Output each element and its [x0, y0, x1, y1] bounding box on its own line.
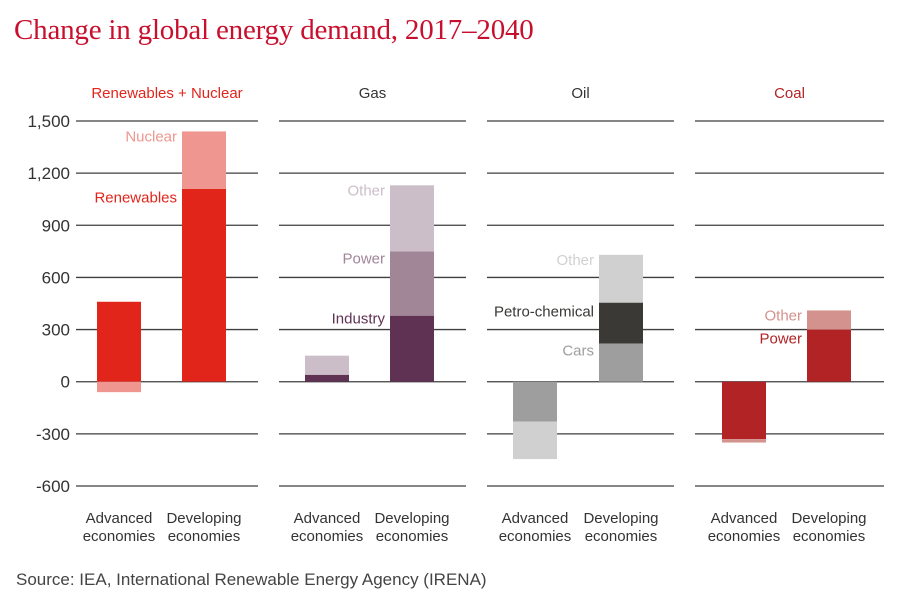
category-label: Developing economies [583, 510, 658, 545]
bar-segment [599, 254, 643, 303]
panel-title: Gas [359, 85, 387, 102]
segment-label: Nuclear [125, 129, 177, 146]
bar-segment [807, 310, 851, 330]
category-label: Developing economies [166, 510, 241, 545]
y-tick-label: 0 [61, 373, 70, 392]
bar-segment [97, 301, 141, 382]
segment-label: Other [556, 252, 594, 269]
segment-label: Other [347, 183, 385, 200]
segment-label: Industry [332, 310, 386, 327]
segment-label: Cars [562, 342, 594, 359]
y-tick-label: 1,200 [27, 164, 70, 183]
segment-label: Power [759, 330, 802, 347]
bar-segment [722, 439, 766, 443]
bar-segment [390, 251, 434, 316]
bar-segment [97, 381, 141, 393]
category-label: Advanced economies [291, 510, 364, 545]
bar-segment [513, 381, 557, 422]
bar-segment [305, 374, 349, 382]
segment-label: Other [764, 308, 802, 325]
bar-segment [305, 355, 349, 375]
source-note: Source: IEA, International Renewable Ene… [16, 570, 487, 589]
bar-segment [390, 315, 434, 382]
bar-segment [390, 185, 434, 252]
segment-label: Petro-chemical [494, 303, 594, 320]
bar-segment [513, 421, 557, 460]
bar-segment [599, 343, 643, 382]
category-label: Advanced economies [83, 510, 156, 545]
panel-title: Oil [571, 85, 589, 102]
category-label: Advanced economies [499, 510, 572, 545]
segment-label: Power [342, 250, 385, 267]
y-tick-label: 900 [42, 216, 70, 235]
y-tick-label: -300 [36, 425, 70, 444]
y-tick-label: 600 [42, 268, 70, 287]
bar-segment [182, 131, 226, 189]
bar-segment [182, 188, 226, 382]
panel-title: Coal [774, 85, 805, 102]
bar-segment [807, 329, 851, 382]
chart-title: Change in global energy demand, 2017–204… [14, 14, 534, 46]
bar-segment [722, 381, 766, 440]
panel-title: Renewables + Nuclear [91, 85, 242, 102]
y-tick-label: 300 [42, 321, 70, 340]
segment-label: Renewables [94, 189, 177, 206]
y-tick-label: -600 [36, 477, 70, 496]
y-tick-label: 1,500 [27, 112, 70, 131]
category-label: Advanced economies [708, 510, 781, 545]
category-label: Developing economies [374, 510, 449, 545]
category-label: Developing economies [791, 510, 866, 545]
bar-segment [599, 302, 643, 344]
